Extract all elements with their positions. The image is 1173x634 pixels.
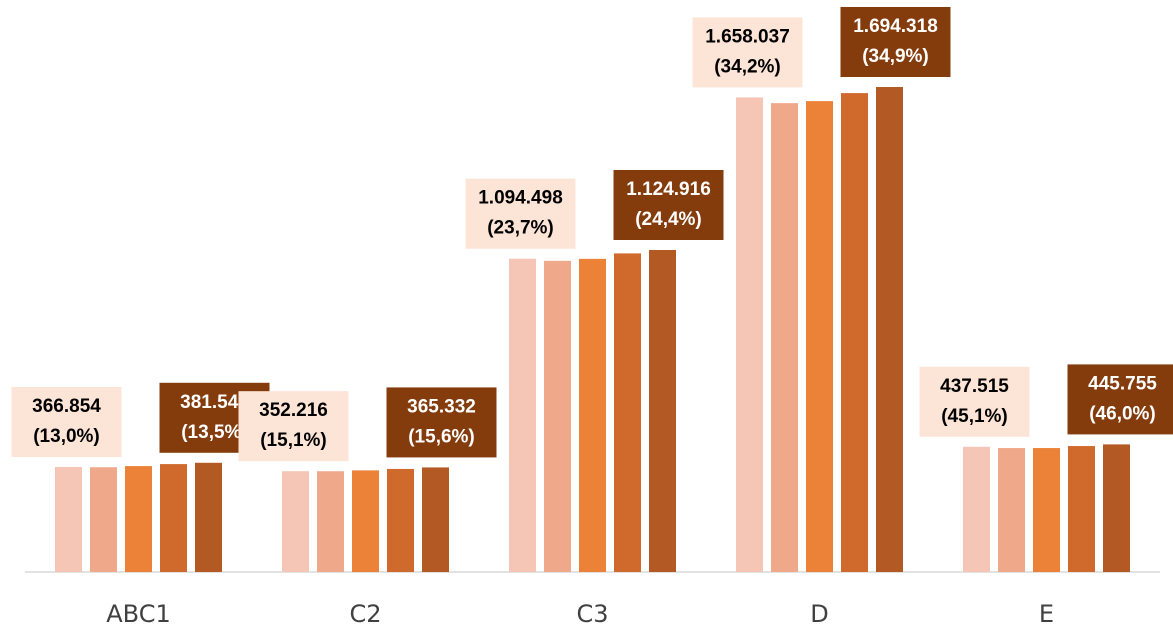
data-label-box <box>613 169 724 240</box>
bar <box>579 258 606 572</box>
data-label-box <box>386 387 497 458</box>
data-label: (15,1%) <box>260 430 327 451</box>
data-label: (23,7%) <box>487 218 554 239</box>
bar <box>282 471 309 572</box>
bar <box>736 97 763 572</box>
data-label: 366.854 <box>32 396 101 417</box>
data-label: 1.694.318 <box>853 16 938 37</box>
bar <box>998 448 1025 572</box>
bar <box>614 253 641 573</box>
bar <box>90 467 117 572</box>
data-label-box <box>465 178 576 249</box>
bar <box>841 93 868 572</box>
x-tick-label: C2 <box>349 600 381 628</box>
data-label: (34,9%) <box>862 46 929 67</box>
data-label: (34,2%) <box>714 56 781 77</box>
bar <box>387 468 414 572</box>
data-label: 1.124.916 <box>626 179 711 200</box>
data-label-box <box>840 7 951 77</box>
x-tick-label: ABC1 <box>106 600 171 628</box>
data-label-box <box>1067 364 1173 435</box>
bar <box>422 467 449 572</box>
data-label: 1.658.037 <box>705 26 790 47</box>
data-label-box <box>919 366 1030 437</box>
bar <box>509 258 536 572</box>
x-tick-label: E <box>1039 600 1054 628</box>
bar <box>1068 446 1095 572</box>
data-label: (13,0%) <box>33 426 100 447</box>
x-tick-label: D <box>810 600 828 628</box>
bar <box>55 466 82 572</box>
bar <box>352 470 379 572</box>
data-label-box <box>11 386 122 457</box>
data-label: (45,1%) <box>941 406 1008 427</box>
bar <box>876 87 903 572</box>
data-label: 1.094.498 <box>478 188 563 209</box>
data-label: (15,6%) <box>408 426 475 447</box>
bar <box>195 462 222 572</box>
bar <box>317 471 344 572</box>
data-label-box <box>692 17 803 88</box>
data-label: 445.755 <box>1088 373 1157 394</box>
data-label: 365.332 <box>407 396 476 417</box>
data-label: (24,4%) <box>635 209 702 230</box>
bar <box>1103 444 1130 572</box>
bar <box>806 101 833 573</box>
data-label: (13,5%) <box>181 422 248 443</box>
bar <box>771 103 798 572</box>
bar <box>649 249 676 572</box>
data-label: 352.216 <box>259 400 328 421</box>
data-label: 437.515 <box>940 376 1009 397</box>
x-tick-label: C3 <box>576 600 608 628</box>
bar <box>125 466 152 572</box>
data-label-box <box>238 391 349 462</box>
bar <box>544 260 571 572</box>
data-label: 381.548 <box>180 392 249 413</box>
bar <box>963 446 990 572</box>
data-label: (46,0%) <box>1089 403 1156 424</box>
bar <box>160 464 187 572</box>
bar <box>1033 448 1060 572</box>
